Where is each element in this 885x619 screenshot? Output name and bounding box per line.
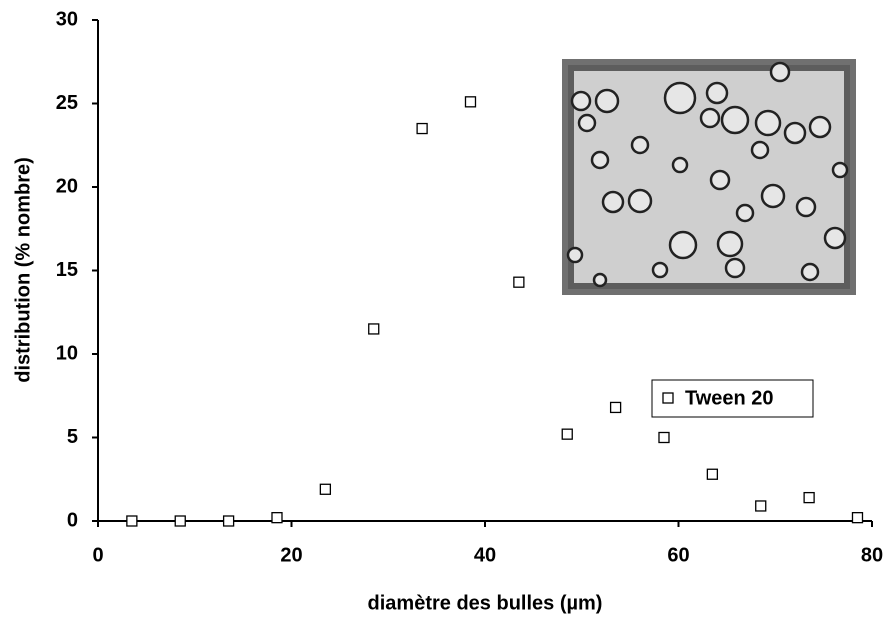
y-tick-label: 5 [67,426,78,448]
marker [803,491,815,504]
marker [319,483,332,495]
marker [513,276,525,288]
y-tick-label: 10 [56,342,78,364]
marker [174,515,186,527]
legend [651,379,814,418]
y-axis-label: distribution (% nombre) [12,157,34,383]
marker [222,515,235,527]
y-tick-label: 30 [56,8,78,30]
marker [658,431,670,444]
x-tick-label: 40 [474,544,496,566]
marker [609,401,622,414]
marker [755,500,767,512]
x-axis-label: diamètre des bulles (µm) [368,592,603,614]
legend-label: Tween 20 [685,387,774,409]
marker [706,468,719,480]
y-tick-label: 25 [56,92,78,114]
marker [464,96,477,108]
marker [126,515,138,527]
marker [271,512,283,524]
marker [416,122,428,135]
marker [368,323,380,335]
x-tick-label: 80 [861,544,883,566]
marker [851,512,864,524]
legend-marker [662,392,674,404]
inset-photo [562,59,856,295]
x-tick-label: 20 [280,544,302,566]
x-tick-label: 60 [667,544,689,566]
y-tick-label: 0 [67,509,78,531]
x-tick-label: 0 [92,544,103,566]
marker [561,428,573,440]
y-tick-label: 15 [56,259,78,281]
y-tick-label: 20 [56,175,78,197]
